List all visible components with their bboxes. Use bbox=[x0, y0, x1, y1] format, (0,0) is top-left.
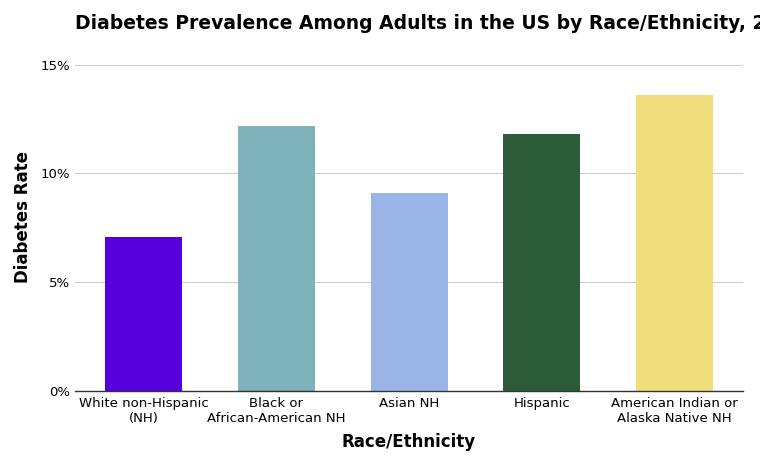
Bar bbox=[503, 134, 581, 391]
Bar bbox=[105, 237, 182, 391]
Bar bbox=[636, 95, 713, 391]
Y-axis label: Diabetes Rate: Diabetes Rate bbox=[14, 151, 32, 283]
Bar bbox=[238, 126, 315, 391]
Bar bbox=[371, 193, 448, 391]
X-axis label: Race/Ethnicity: Race/Ethnicity bbox=[342, 433, 476, 451]
Text: Diabetes Prevalence Among Adults in the US by Race/Ethnicity, 2019-2021: Diabetes Prevalence Among Adults in the … bbox=[74, 14, 760, 33]
